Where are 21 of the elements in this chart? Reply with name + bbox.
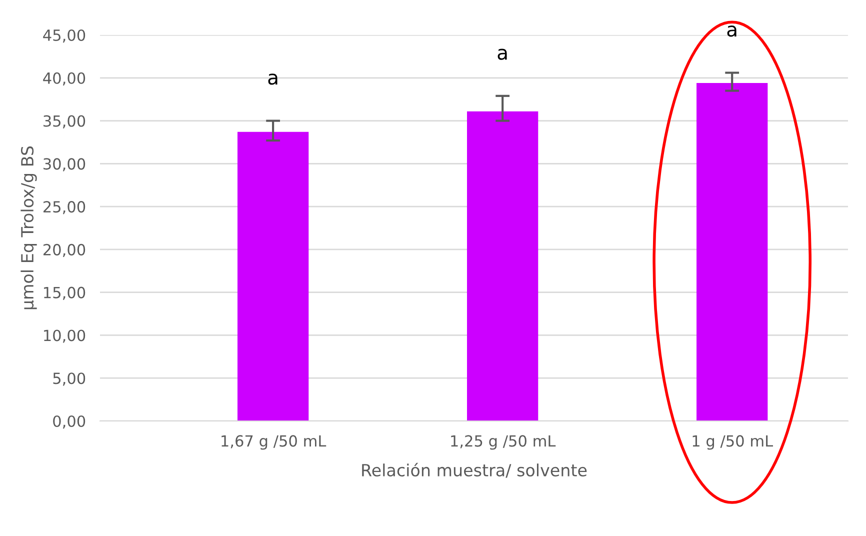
y-tick-label: 15,00 bbox=[44, 286, 86, 300]
bar bbox=[467, 111, 538, 421]
y-tick-label: 5,00 bbox=[53, 372, 86, 386]
y-tick-label: 30,00 bbox=[44, 158, 86, 172]
x-axis-title: Relación muestra/ solvente bbox=[362, 462, 587, 478]
bar bbox=[237, 132, 309, 421]
x-tick-label: 1 g /50 mL bbox=[692, 435, 773, 450]
y-tick-label: 0,00 bbox=[53, 415, 86, 429]
y-tick-label: 35,00 bbox=[44, 115, 86, 128]
y-tick-label: 10,00 bbox=[44, 330, 86, 343]
y-tick-label: 20,00 bbox=[43, 244, 86, 258]
y-tick-label: 45,00 bbox=[43, 29, 86, 43]
annotation: a bbox=[498, 48, 507, 60]
y-tick-label: 40,00 bbox=[43, 72, 86, 86]
x-tick-label: 1,25 g /50 mL bbox=[451, 435, 556, 450]
bar bbox=[696, 83, 768, 421]
annotation: a bbox=[727, 26, 736, 37]
x-tick-label: 1,67 g /50 mL bbox=[222, 435, 326, 450]
y-tick-label: 25,00 bbox=[43, 201, 86, 214]
annotation: a bbox=[268, 74, 278, 85]
y-axis-title: µmol Eq Trolox/g BS bbox=[20, 146, 37, 310]
